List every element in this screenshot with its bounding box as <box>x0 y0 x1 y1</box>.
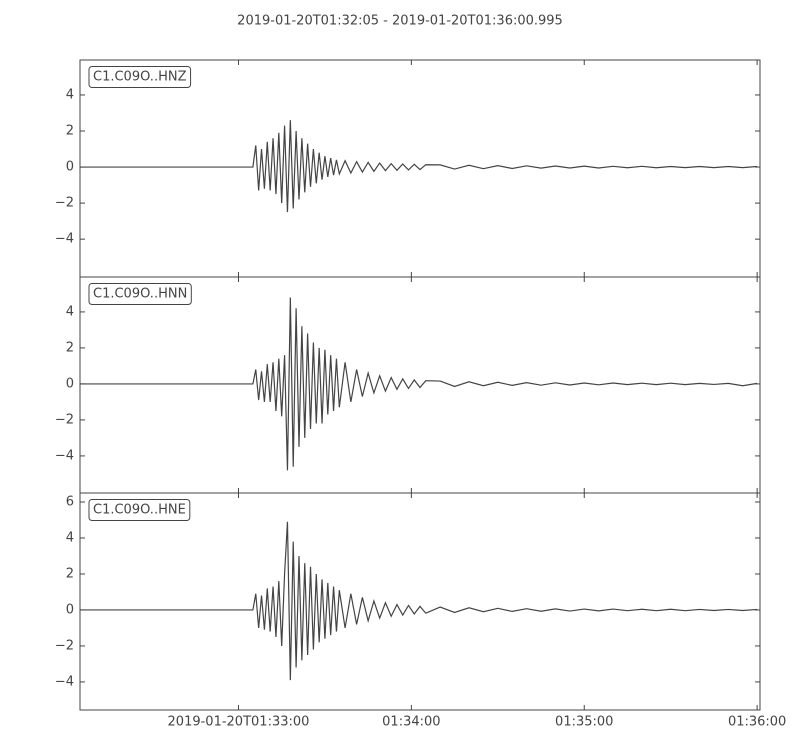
trace-label-box <box>88 66 192 88</box>
x-tick-label: 2019-01-20T01:33:00 <box>168 715 310 730</box>
y-tick-label: 2 <box>66 340 74 355</box>
y-tick-label: 0 <box>66 602 74 617</box>
y-tick-label: −2 <box>55 412 74 427</box>
plot-frame <box>79 59 761 278</box>
x-tick-label: 01:36:00 <box>728 715 786 730</box>
y-tick-label: −4 <box>55 674 74 689</box>
chart-title: 2019-01-20T01:32:05 - 2019-01-20T01:36:0… <box>237 14 563 29</box>
trace-label: C1.C09O..HNZ <box>93 70 187 85</box>
y-tick-label: 0 <box>66 160 74 175</box>
trace-label-box <box>88 499 191 521</box>
x-tick-label: 01:34:00 <box>382 715 440 730</box>
y-tick-label: 6 <box>66 494 74 509</box>
waveform <box>80 521 758 681</box>
x-tick-label: 01:35:00 <box>555 715 613 730</box>
y-tick-label: −2 <box>55 638 74 653</box>
trace-label: C1.C09O..HNE <box>93 503 186 518</box>
y-tick-label: 4 <box>66 87 74 102</box>
plot-frame <box>79 492 761 711</box>
y-tick-label: −4 <box>55 448 74 463</box>
waveform <box>80 297 758 471</box>
y-tick-label: 2 <box>66 124 74 139</box>
trace-label: C1.C09O..HNN <box>93 287 187 302</box>
y-tick-label: −2 <box>55 196 74 211</box>
trace-label-box <box>88 283 192 305</box>
y-tick-label: 4 <box>66 530 74 545</box>
y-tick-label: 0 <box>66 376 74 391</box>
waveform <box>80 120 758 213</box>
y-tick-label: 4 <box>66 304 74 319</box>
y-tick-label: −4 <box>55 232 74 247</box>
y-tick-label: 2 <box>66 566 74 581</box>
